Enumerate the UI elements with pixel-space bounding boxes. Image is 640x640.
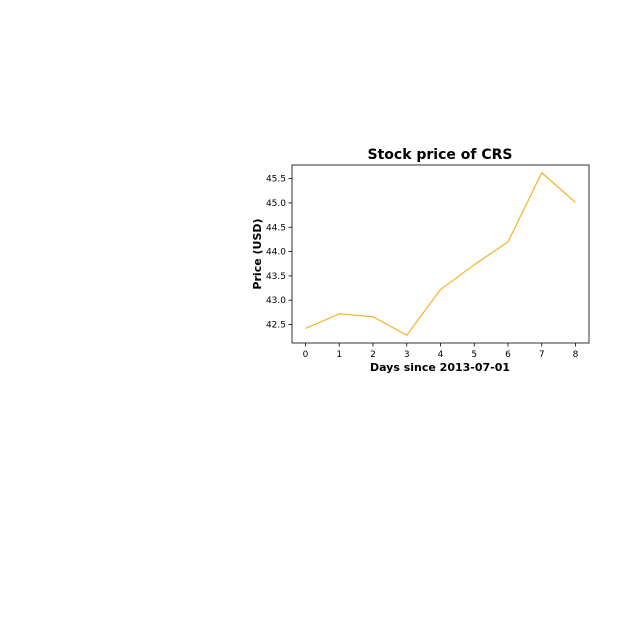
series-line xyxy=(305,171,576,336)
x-tick-label: 7 xyxy=(539,350,545,360)
x-tick-label: 6 xyxy=(505,350,511,360)
chart-title: Stock price of CRS xyxy=(368,147,513,163)
y-tick-label: 45.0 xyxy=(266,199,286,209)
plot-area xyxy=(291,164,590,344)
x-tick-label: 8 xyxy=(573,350,579,360)
x-axis-label: Days since 2013-07-01 xyxy=(370,361,510,374)
y-tick-label: 45.5 xyxy=(266,175,286,185)
y-tick-label: 42.5 xyxy=(266,321,286,331)
x-tick-label: 0 xyxy=(303,350,309,360)
x-tick-label: 4 xyxy=(438,350,444,360)
x-axis: 0 1 2 3 4 5 6 7 8 xyxy=(303,343,579,360)
y-tick-label: 43.5 xyxy=(266,272,286,282)
y-axis: 42.5 43.0 43.5 44.0 44.5 45.0 45.5 xyxy=(266,175,292,331)
x-tick-label: 5 xyxy=(471,350,477,360)
y-axis-label: Price (USD) xyxy=(251,218,264,289)
y-tick-label: 44.0 xyxy=(266,248,286,258)
y-tick-label: 44.5 xyxy=(266,223,286,233)
x-tick-label: 2 xyxy=(370,350,376,360)
x-tick-label: 3 xyxy=(404,350,410,360)
y-tick-label: 43.0 xyxy=(266,296,286,306)
x-tick-label: 1 xyxy=(336,350,342,360)
